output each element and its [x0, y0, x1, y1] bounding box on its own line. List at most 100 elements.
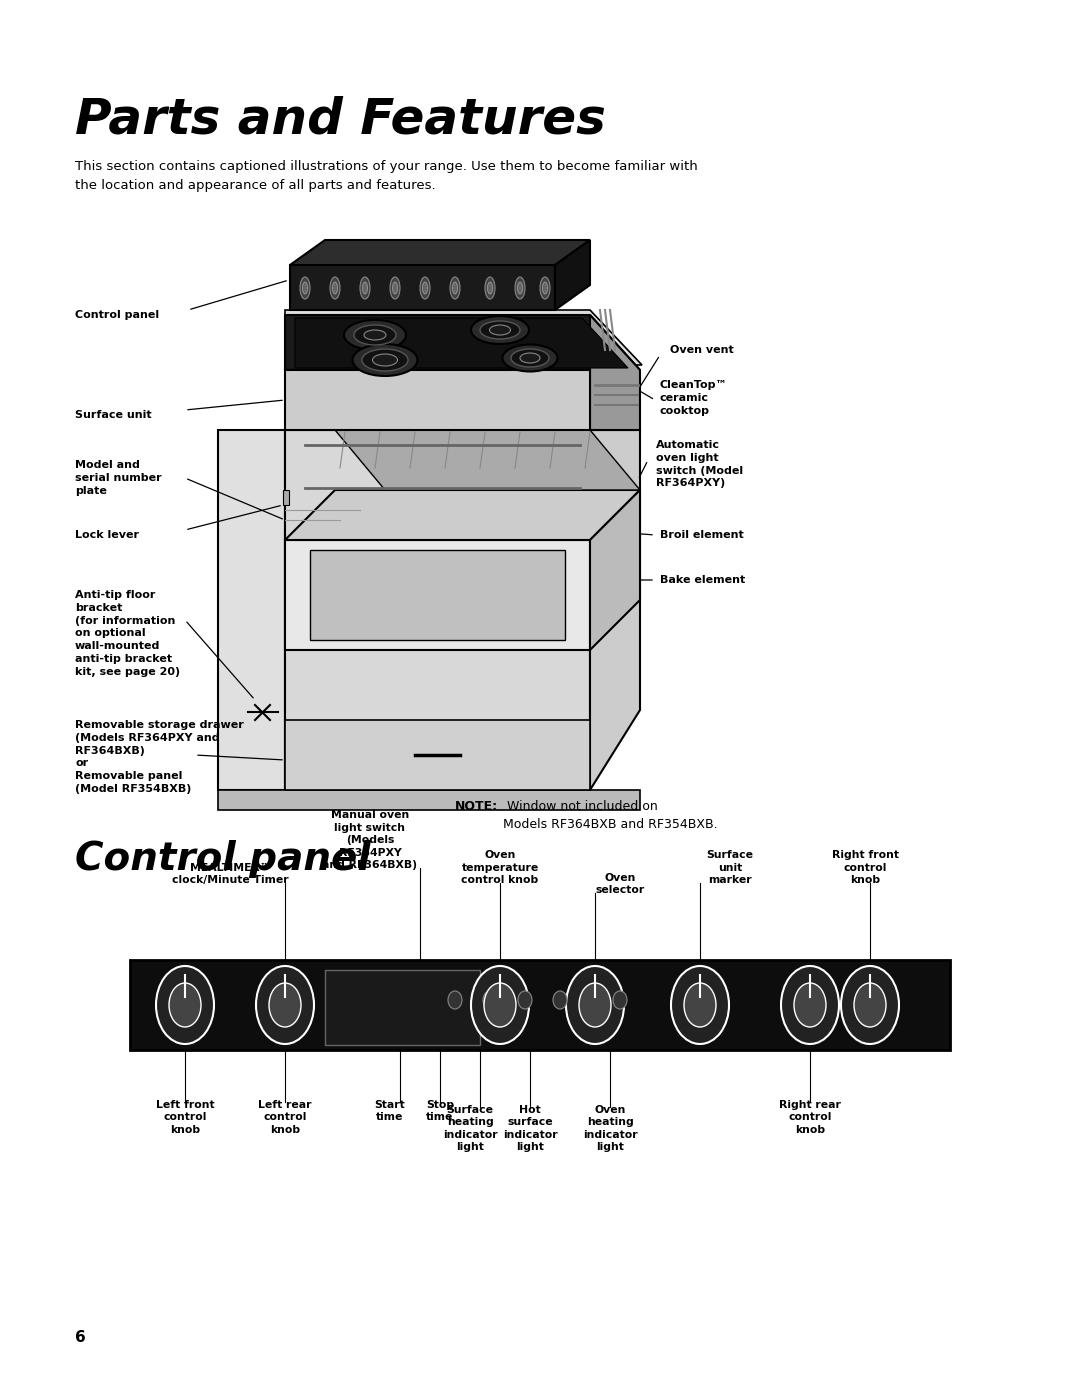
Polygon shape	[310, 550, 565, 639]
Polygon shape	[590, 430, 640, 790]
Polygon shape	[335, 430, 640, 491]
Ellipse shape	[566, 966, 624, 1045]
Bar	[130, 960, 950, 1050]
Ellipse shape	[579, 983, 611, 1027]
Ellipse shape	[542, 282, 548, 294]
Text: Oven
heating
indicator
light: Oven heating indicator light	[583, 1105, 637, 1152]
Text: Surface
heating
indicator
light: Surface heating indicator light	[443, 1105, 497, 1152]
Polygon shape	[291, 240, 590, 265]
Text: Right rear
control
knob: Right rear control knob	[779, 1100, 841, 1135]
Text: Anti-tip floor
bracket
(for information
on optional
wall-mounted
anti-tip bracke: Anti-tip floor bracket (for information …	[75, 590, 180, 677]
Ellipse shape	[518, 991, 532, 1009]
Ellipse shape	[256, 966, 314, 1045]
Ellipse shape	[553, 991, 567, 1009]
Ellipse shape	[484, 983, 516, 1027]
Text: Oven
temperature
control knob: Oven temperature control knob	[461, 850, 539, 885]
Polygon shape	[285, 316, 640, 371]
Polygon shape	[285, 719, 590, 790]
Ellipse shape	[540, 277, 550, 299]
Ellipse shape	[363, 282, 367, 294]
Text: Removable storage drawer
(Models RF364PXY and
RF364BXB)
or
Removable panel
(Mode: Removable storage drawer (Models RF364PX…	[75, 719, 244, 794]
Text: Surface unit: Surface unit	[75, 411, 151, 420]
Ellipse shape	[422, 282, 428, 294]
Ellipse shape	[684, 983, 716, 1027]
Bar	[325, 970, 480, 1045]
Polygon shape	[291, 265, 555, 310]
Text: Oven vent: Oven vent	[670, 344, 733, 356]
Polygon shape	[285, 430, 590, 790]
Text: Control panel: Control panel	[75, 841, 370, 878]
Ellipse shape	[480, 321, 519, 339]
Ellipse shape	[420, 277, 430, 299]
Ellipse shape	[502, 344, 557, 372]
Text: Automatic
oven light
switch (Model
RF364PXY): Automatic oven light switch (Model RF364…	[656, 440, 743, 488]
Ellipse shape	[360, 277, 370, 299]
Ellipse shape	[333, 282, 337, 294]
Polygon shape	[285, 310, 642, 365]
Ellipse shape	[671, 966, 729, 1045]
Text: Left rear
control
knob: Left rear control knob	[258, 1100, 312, 1135]
Ellipse shape	[156, 966, 214, 1045]
Ellipse shape	[794, 983, 826, 1027]
Ellipse shape	[517, 282, 523, 294]
Text: This section contains captioned illustrations of your range. Use them to become : This section contains captioned illustra…	[75, 160, 698, 192]
Ellipse shape	[392, 282, 397, 294]
Ellipse shape	[364, 329, 386, 340]
Ellipse shape	[448, 991, 462, 1009]
Text: Bake element: Bake element	[660, 575, 745, 586]
Ellipse shape	[487, 282, 492, 294]
Polygon shape	[218, 790, 640, 810]
Text: Broil element: Broil element	[660, 531, 744, 540]
Ellipse shape	[450, 277, 460, 299]
Text: CleanTop™
ceramic
cooktop: CleanTop™ ceramic cooktop	[660, 380, 728, 416]
Ellipse shape	[489, 325, 511, 335]
Ellipse shape	[519, 353, 540, 362]
Text: Surface
unit
marker: Surface unit marker	[706, 850, 754, 885]
Polygon shape	[285, 491, 640, 540]
Ellipse shape	[613, 991, 627, 1009]
Ellipse shape	[453, 282, 458, 294]
Text: Left front
control
knob: Left front control knob	[156, 1100, 214, 1135]
Text: 6: 6	[75, 1330, 85, 1345]
Text: Hot
surface
indicator
light: Hot surface indicator light	[502, 1105, 557, 1152]
Ellipse shape	[362, 349, 408, 371]
Text: NOTE:: NOTE:	[455, 801, 498, 813]
Text: Model and
serial number
plate: Model and serial number plate	[75, 460, 162, 496]
Ellipse shape	[373, 354, 397, 367]
Ellipse shape	[485, 277, 495, 299]
Ellipse shape	[515, 277, 525, 299]
Polygon shape	[295, 318, 627, 368]
Text: Lock lever: Lock lever	[75, 531, 139, 540]
Text: Parts and Features: Parts and Features	[75, 95, 606, 143]
Polygon shape	[590, 491, 640, 650]
Ellipse shape	[168, 983, 201, 1027]
Ellipse shape	[511, 349, 549, 367]
Ellipse shape	[330, 277, 340, 299]
Text: Stop
time: Stop time	[426, 1100, 454, 1123]
Polygon shape	[285, 371, 590, 430]
Polygon shape	[590, 316, 640, 430]
Text: Oven
selector: Oven selector	[595, 872, 645, 894]
Text: Manual oven
light switch
(Models
RF364PXY
and RF364BXB): Manual oven light switch (Models RF364PX…	[323, 810, 418, 870]
Text: MEALTIMER™
clock/Minute Timer: MEALTIMER™ clock/Minute Timer	[172, 863, 288, 885]
Ellipse shape	[471, 966, 529, 1045]
Ellipse shape	[471, 316, 529, 344]
Ellipse shape	[781, 966, 839, 1045]
Ellipse shape	[483, 991, 497, 1009]
Polygon shape	[555, 240, 590, 310]
Polygon shape	[285, 540, 590, 650]
Text: Window not included on
Models RF364BXB and RF354BXB.: Window not included on Models RF364BXB a…	[503, 801, 717, 831]
Ellipse shape	[354, 325, 396, 344]
Bar	[283, 491, 289, 504]
Text: Start
time: Start time	[375, 1100, 405, 1123]
Ellipse shape	[302, 282, 308, 294]
Ellipse shape	[300, 277, 310, 299]
Text: Control panel: Control panel	[75, 310, 159, 320]
Ellipse shape	[390, 277, 400, 299]
Ellipse shape	[841, 966, 899, 1045]
Ellipse shape	[854, 983, 886, 1027]
Text: Right front
control
knob: Right front control knob	[832, 850, 899, 885]
Polygon shape	[218, 430, 285, 790]
Ellipse shape	[269, 983, 301, 1027]
Ellipse shape	[345, 320, 406, 350]
